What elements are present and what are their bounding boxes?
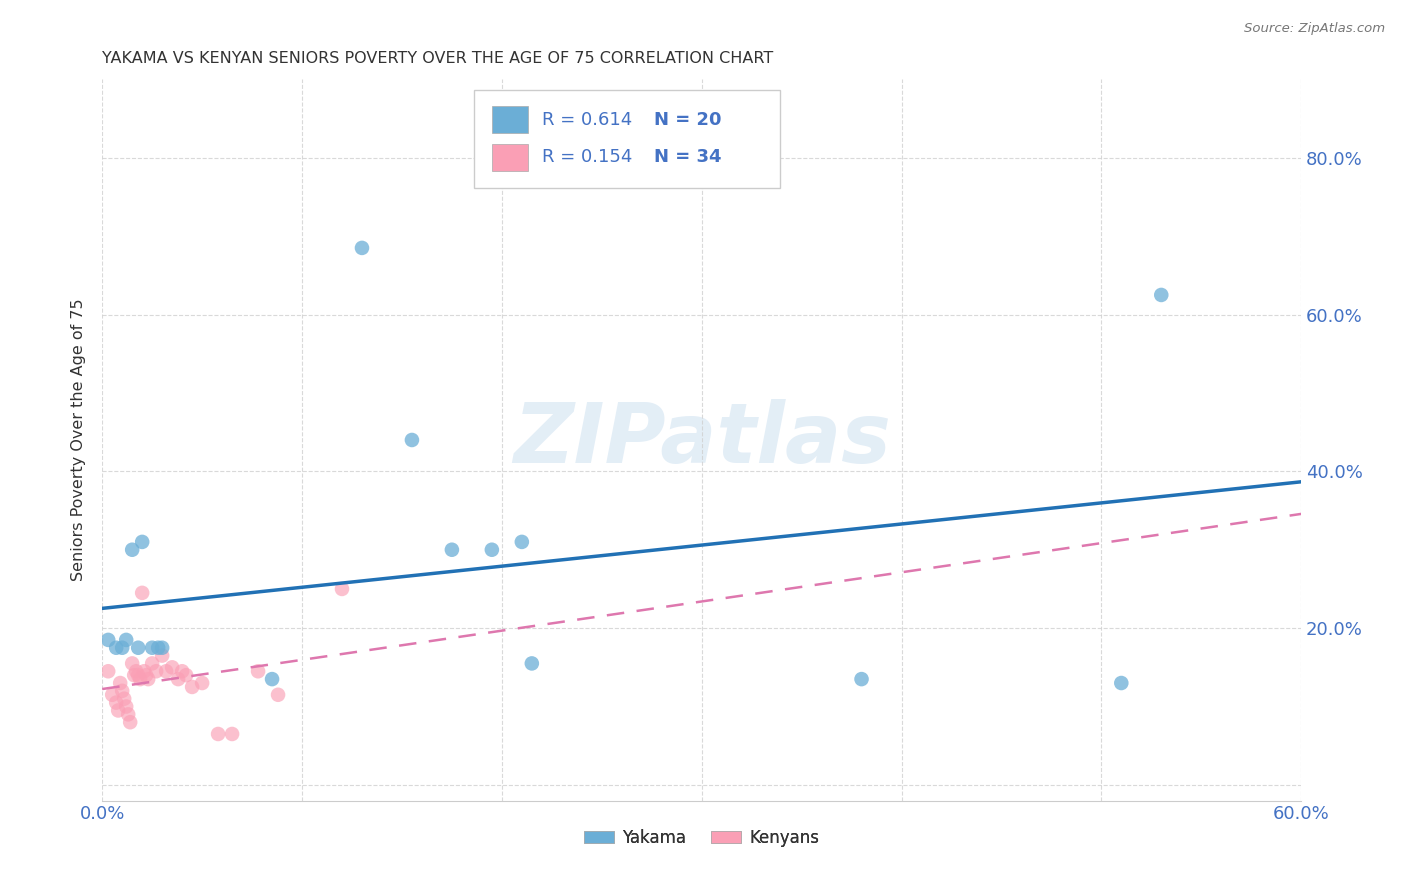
Point	[167, 672, 190, 686]
Point	[510, 535, 533, 549]
FancyBboxPatch shape	[474, 90, 779, 187]
Point	[125, 665, 148, 679]
Text: R = 0.154: R = 0.154	[543, 148, 633, 166]
Point	[121, 657, 143, 671]
Point	[131, 535, 153, 549]
Point	[141, 640, 163, 655]
Point	[141, 657, 163, 671]
Point	[127, 668, 149, 682]
Point	[129, 672, 152, 686]
Point	[191, 676, 214, 690]
Point	[150, 640, 173, 655]
FancyBboxPatch shape	[492, 144, 527, 171]
Point	[1111, 676, 1133, 690]
Point	[115, 699, 138, 714]
FancyBboxPatch shape	[492, 106, 527, 134]
Text: N = 34: N = 34	[654, 148, 721, 166]
Point	[111, 684, 134, 698]
Point	[134, 665, 156, 679]
Point	[101, 688, 124, 702]
Point	[127, 640, 149, 655]
Point	[112, 691, 135, 706]
Point	[97, 632, 120, 647]
Point	[105, 640, 128, 655]
Point	[174, 668, 197, 682]
Text: R = 0.614: R = 0.614	[543, 111, 633, 128]
Point	[401, 433, 423, 447]
Point	[131, 586, 153, 600]
Point	[181, 680, 204, 694]
Text: N = 20: N = 20	[654, 111, 721, 128]
Point	[135, 668, 157, 682]
Point	[481, 542, 503, 557]
Point	[120, 715, 142, 730]
Point	[440, 542, 463, 557]
Point	[330, 582, 353, 596]
Y-axis label: Seniors Poverty Over the Age of 75: Seniors Poverty Over the Age of 75	[72, 299, 86, 582]
Point	[97, 665, 120, 679]
Text: ZIPatlas: ZIPatlas	[513, 400, 890, 481]
Point	[146, 640, 169, 655]
Point	[247, 665, 270, 679]
Point	[107, 703, 129, 717]
Point	[207, 727, 229, 741]
Point	[108, 676, 131, 690]
Point	[1150, 288, 1173, 302]
Point	[105, 696, 128, 710]
Text: Source: ZipAtlas.com: Source: ZipAtlas.com	[1244, 22, 1385, 36]
Point	[111, 640, 134, 655]
Point	[350, 241, 373, 255]
Point	[145, 665, 167, 679]
Legend: Yakama, Kenyans: Yakama, Kenyans	[578, 822, 827, 854]
Point	[121, 542, 143, 557]
Point	[150, 648, 173, 663]
Point	[851, 672, 873, 686]
Point	[136, 672, 159, 686]
Point	[267, 688, 290, 702]
Text: YAKAMA VS KENYAN SENIORS POVERTY OVER THE AGE OF 75 CORRELATION CHART: YAKAMA VS KENYAN SENIORS POVERTY OVER TH…	[103, 51, 773, 66]
Point	[115, 632, 138, 647]
Point	[117, 707, 139, 722]
Point	[172, 665, 194, 679]
Point	[122, 668, 145, 682]
Point	[160, 660, 183, 674]
Point	[221, 727, 243, 741]
Point	[155, 665, 177, 679]
Point	[520, 657, 543, 671]
Point	[260, 672, 283, 686]
